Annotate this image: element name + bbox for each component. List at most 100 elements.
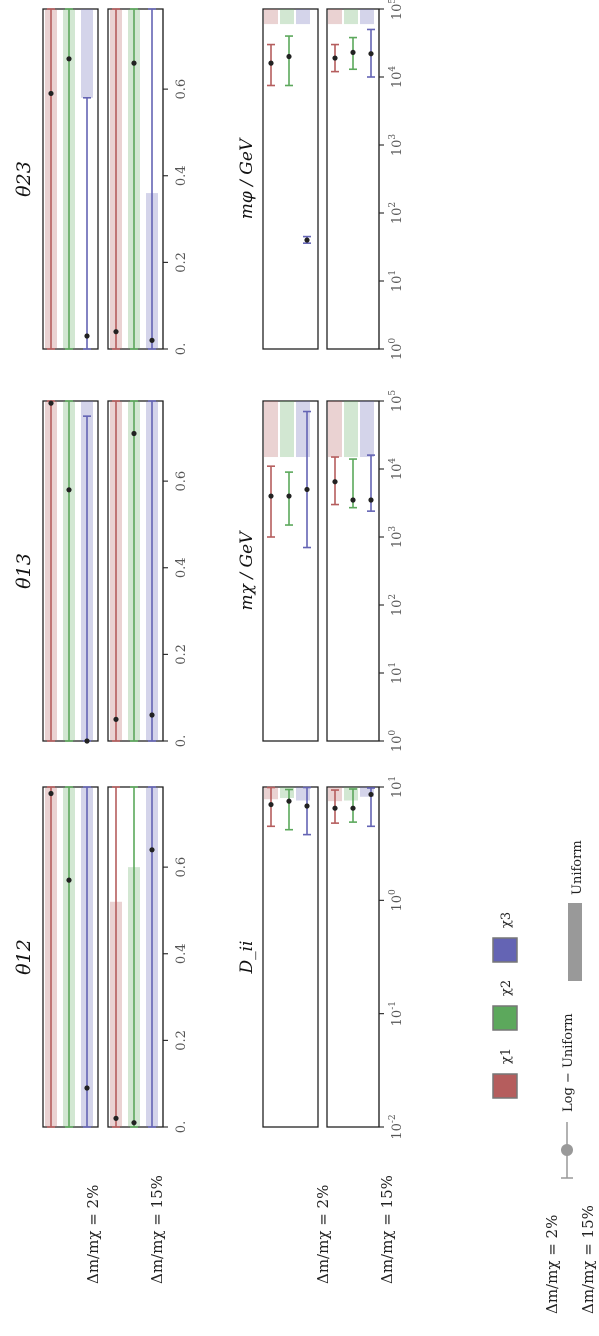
data-point — [48, 400, 54, 406]
data-point — [113, 329, 119, 335]
row-label-legend-2pct: Δm/mχ = 2% — [543, 1215, 561, 1314]
x-tick-label: 0.6 — [174, 857, 189, 878]
panel-5: 100 101 102 103 104 105 mφ / GeV — [237, 0, 405, 360]
x-tick-label: 101 — [388, 776, 405, 798]
data-point — [268, 493, 274, 499]
data-point — [48, 790, 54, 797]
legend-label-chi3: χ3 — [499, 912, 514, 928]
row-label-mid-2pct: Δm/mχ = 2% — [314, 1185, 332, 1284]
panel-frame — [326, 786, 380, 1128]
uniform-band — [296, 8, 310, 25]
uniform-band — [81, 8, 93, 98]
data-point — [286, 53, 292, 60]
x-tick-label: 0.6 — [174, 471, 189, 492]
panel-3: 10-2 10-1 100 101 D_ii — [237, 776, 405, 1140]
x-tick-label: 100 — [388, 338, 405, 361]
uniform-band — [296, 787, 310, 801]
panel-title: D_ii — [237, 940, 257, 974]
data-point — [131, 430, 137, 437]
data-point — [84, 1085, 90, 1091]
x-tick-label: 10-2 — [388, 1114, 405, 1139]
legend-swatch-chi3 — [492, 937, 518, 963]
data-point — [113, 1115, 119, 1121]
legend-label-uniform: Uniform — [570, 840, 585, 895]
uniform-band — [264, 8, 278, 25]
data-point — [304, 803, 310, 809]
x-tick-label: 103 — [388, 526, 405, 549]
x-tick-label: 100 — [388, 889, 405, 912]
x-tick-label: 0.4 — [174, 557, 189, 578]
data-point — [304, 237, 310, 243]
data-point — [368, 51, 374, 57]
data-point — [66, 487, 72, 493]
panel-1: 0. 0.2 0.4 0.6 θ13 — [13, 400, 189, 747]
uniform-band — [344, 401, 358, 458]
panel-4: 100 101 102 103 104 105 mχ / GeV — [237, 390, 405, 753]
data-point — [149, 847, 155, 853]
legend-label-chi1: χ1 — [499, 1048, 514, 1064]
data-point — [149, 712, 155, 718]
panel-0: 0. 0.2 0.4 0.6 θ12 — [13, 786, 189, 1133]
data-point — [48, 90, 54, 97]
x-tick-label: 0. — [174, 1121, 189, 1133]
data-point — [332, 805, 338, 811]
x-tick-label: 0. — [174, 735, 189, 747]
uniform-band — [280, 8, 294, 25]
x-tick-label: 103 — [388, 134, 405, 157]
panel-title: θ12 — [13, 939, 35, 975]
row-label-legend-15pct: Δm/mχ = 15% — [579, 1205, 597, 1314]
data-point — [66, 877, 72, 883]
panels-group: 0. 0.2 0.4 0.6 θ12 0. 0.2 0.4 0.6 θ13 0. 0.2 0.4 0.6 θ… — [13, 0, 405, 1140]
x-tick-label: 0.4 — [174, 165, 189, 186]
x-tick-label: 10-1 — [388, 1001, 405, 1026]
legend-swatch-chi1 — [492, 1073, 518, 1099]
x-tick-label: 101 — [388, 662, 405, 684]
data-point — [268, 60, 274, 66]
data-point — [350, 497, 356, 503]
data-point — [66, 56, 72, 62]
rotated-figure-stage: 0. 0.2 0.4 0.6 θ12 0. 0.2 0.4 0.6 θ13 0. 0.2 0.4 0.6 θ… — [13, 0, 597, 1314]
data-point — [368, 497, 374, 503]
x-tick-label: 102 — [388, 202, 405, 224]
panel-title: θ23 — [13, 161, 35, 197]
legend-label-chi2: χ2 — [499, 980, 514, 996]
data-point — [268, 801, 274, 808]
panel-title: θ13 — [13, 553, 35, 589]
x-tick-label: 0.6 — [174, 79, 189, 100]
uniform-band — [360, 401, 374, 458]
data-point — [286, 493, 292, 499]
uniform-band — [360, 8, 374, 25]
data-point — [286, 798, 292, 804]
data-point — [332, 55, 338, 61]
x-tick-label: 100 — [388, 730, 405, 753]
panel-title: mφ / GeV — [237, 137, 257, 219]
x-tick-label: 102 — [388, 594, 405, 616]
panel-frame — [262, 786, 319, 1128]
data-point — [350, 49, 356, 56]
uniform-band — [280, 401, 294, 458]
uniform-band — [328, 401, 342, 458]
legend-log-uniform-marker — [561, 1144, 573, 1156]
legend: χ1 χ2 χ3 Log − Uniform Uniform — [492, 840, 585, 1179]
data-point — [131, 1120, 137, 1126]
x-tick-label: 0. — [174, 343, 189, 355]
panel-title: mχ / GeV — [237, 530, 257, 611]
legend-label-log-uniform: Log − Uniform — [561, 1013, 576, 1112]
x-tick-label: 0.2 — [174, 644, 189, 665]
x-tick-label: 104 — [388, 66, 405, 89]
data-point — [84, 333, 90, 339]
data-point — [332, 479, 338, 485]
uniform-band — [344, 8, 358, 25]
x-tick-label: 104 — [388, 458, 405, 481]
x-tick-label: 105 — [388, 0, 405, 20]
data-point — [350, 805, 356, 811]
data-point — [131, 60, 137, 66]
panel-frame — [262, 8, 319, 350]
uniform-band — [264, 401, 278, 458]
data-point — [304, 486, 310, 493]
x-tick-label: 0.2 — [174, 1030, 189, 1051]
uniform-band — [280, 787, 294, 798]
row-label-top-15pct: Δm/mχ = 15% — [148, 1175, 166, 1284]
data-point — [113, 716, 119, 722]
